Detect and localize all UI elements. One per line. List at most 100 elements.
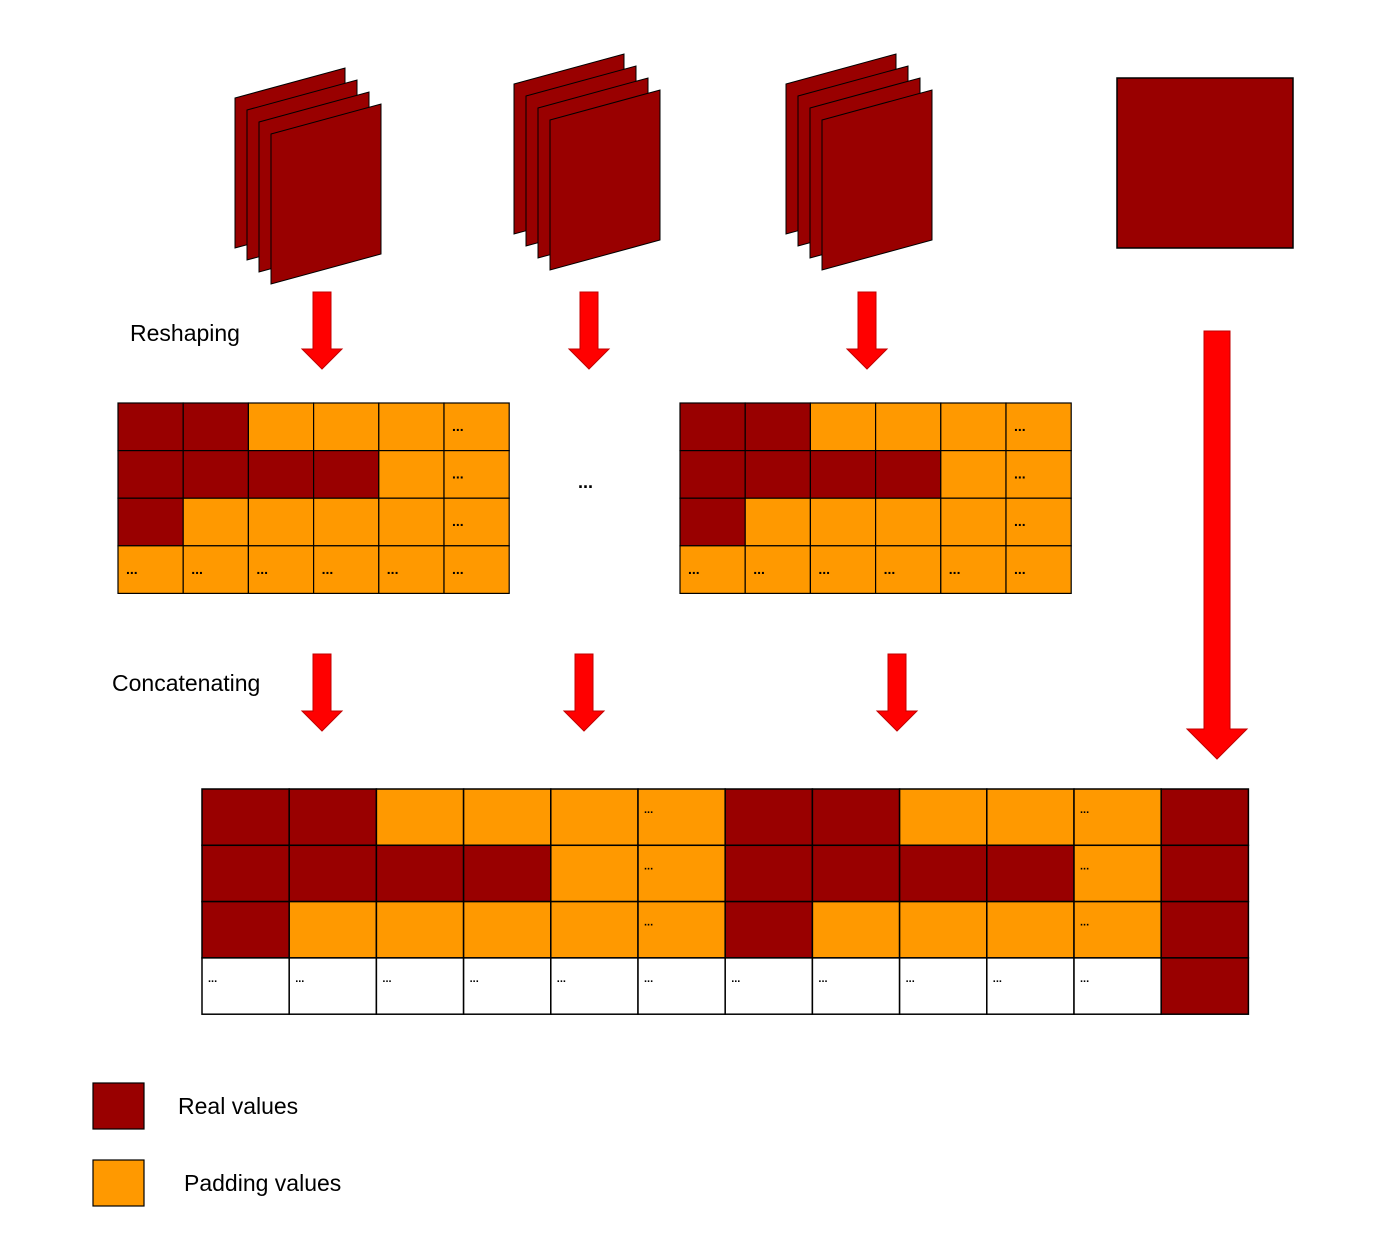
empty-ellipsis-cell: [811, 957, 901, 1015]
cell-ellipsis: ...: [688, 561, 700, 577]
concat-arrow-1: [300, 653, 344, 732]
cell-ellipsis: ...: [191, 561, 203, 577]
padding-value-cell: [182, 497, 249, 547]
real-value-cell: [811, 844, 901, 903]
real-value-cell: [288, 788, 378, 847]
real-value-cell: [117, 497, 184, 547]
padding-ellipsis-cell: [1005, 450, 1072, 499]
cell-ellipsis: ...: [557, 973, 566, 985]
real-value-cell: [182, 450, 249, 499]
cell-ellipsis: ...: [452, 418, 464, 434]
padding-ellipsis-cell: [1073, 788, 1162, 847]
concat-arrow-3: [875, 653, 919, 732]
empty-ellipsis-cell: [117, 545, 184, 594]
real-value-cell: [724, 788, 814, 847]
cell-ellipsis: ...: [1080, 917, 1089, 929]
real-value-cell: [744, 450, 812, 499]
cell-ellipsis: ...: [1080, 973, 1089, 985]
cell-ellipsis: ...: [1014, 418, 1026, 434]
feature-map-layer: [821, 89, 933, 271]
cell-ellipsis: ...: [906, 973, 915, 985]
feature-stacks: [234, 53, 1294, 285]
cell-ellipsis: ...: [1080, 860, 1089, 872]
real-value-cell: [811, 788, 901, 847]
cell-ellipsis: ...: [753, 561, 765, 577]
feature-stack-2: [513, 53, 661, 271]
cell-ellipsis: ...: [1014, 513, 1026, 529]
cell-ellipsis: ...: [644, 973, 653, 985]
empty-ellipsis-cell: [1073, 957, 1162, 1015]
empty-ellipsis-cell: [201, 957, 290, 1015]
cell-ellipsis: ...: [387, 561, 399, 577]
empty-ellipsis-cell: [637, 957, 726, 1015]
cell-ellipsis: ...: [322, 561, 334, 577]
padding-ellipsis-cell: [637, 844, 726, 903]
cell-ellipsis: ...: [295, 973, 304, 985]
real-value-cell: [724, 844, 814, 903]
padding-value-cell: [462, 900, 552, 959]
padding-ellipsis-cell: [1073, 844, 1162, 903]
empty-ellipsis-cell: [247, 545, 315, 594]
padding-value-cell: [378, 402, 445, 452]
cell-ellipsis: ...: [949, 561, 961, 577]
concat-arrow-2: [562, 653, 606, 732]
concatenating-label: Concatenating: [112, 670, 261, 696]
empty-ellipsis-cell: [898, 957, 988, 1015]
padding-ellipsis-cell: [443, 497, 510, 547]
empty-ellipsis-cell: [874, 545, 942, 594]
real-value-cell: [288, 844, 378, 903]
cell-ellipsis: ...: [452, 561, 464, 577]
legend-padding-label: Padding values: [184, 1170, 342, 1196]
cell-ellipsis: ...: [818, 561, 830, 577]
reshape-arrow-3: [845, 291, 889, 370]
padding-ellipsis-cell: [1005, 497, 1072, 547]
real-value-cell: [898, 844, 988, 903]
legend: [92, 1082, 145, 1207]
concatenated-grid: ........................................…: [201, 788, 1250, 1015]
cell-ellipsis: ...: [470, 973, 479, 985]
real-value-cell: [809, 450, 877, 499]
reshaped-matrix-1: ...........................: [117, 402, 510, 594]
padding-value-cell: [550, 788, 639, 847]
padding-value-cell: [375, 900, 465, 959]
padding-value-cell: [874, 497, 942, 547]
real-value-cell: [1160, 788, 1250, 847]
padding-value-cell: [940, 450, 1007, 499]
padding-value-cell: [811, 900, 901, 959]
cell-ellipsis: ...: [644, 917, 653, 929]
empty-ellipsis-cell: [986, 957, 1075, 1015]
padding-value-cell: [809, 497, 877, 547]
padding-value-cell: [462, 788, 552, 847]
padding-value-cell: [550, 900, 639, 959]
cell-ellipsis: ...: [644, 804, 653, 816]
empty-ellipsis-cell: [313, 545, 380, 594]
direct-concat-arrow: [1185, 330, 1249, 760]
padding-value-cell: [288, 900, 378, 959]
padding-value-cell: [898, 788, 988, 847]
arrows: [300, 291, 1249, 760]
padding-value-cell: [550, 844, 639, 903]
real-value-cell: [462, 844, 552, 903]
padding-value-cell: [247, 497, 315, 547]
legend-real-label: Real values: [178, 1093, 299, 1119]
empty-ellipsis-cell: [1005, 545, 1072, 594]
padding-value-cell: [313, 497, 380, 547]
empty-ellipsis-cell: [940, 545, 1007, 594]
padding-value-cell: [898, 900, 988, 959]
cell-ellipsis: ...: [644, 860, 653, 872]
cell-ellipsis: ...: [256, 561, 268, 577]
cell-ellipsis: ...: [452, 466, 464, 482]
real-value-cell: [986, 844, 1075, 903]
real-value-cell: [1160, 844, 1250, 903]
empty-ellipsis-cell: [809, 545, 877, 594]
empty-ellipsis-cell: [550, 957, 639, 1015]
padding-value-cell: [940, 497, 1007, 547]
padding-value-cell: [375, 788, 465, 847]
empty-ellipsis-cell: [375, 957, 465, 1015]
padding-value-cell: [874, 402, 942, 452]
feature-stack-4: [1116, 77, 1294, 249]
real-value-cell: [724, 900, 814, 959]
real-value-cell: [375, 844, 465, 903]
real-value-cell: [117, 450, 184, 499]
feature-map-layer: [549, 89, 661, 271]
